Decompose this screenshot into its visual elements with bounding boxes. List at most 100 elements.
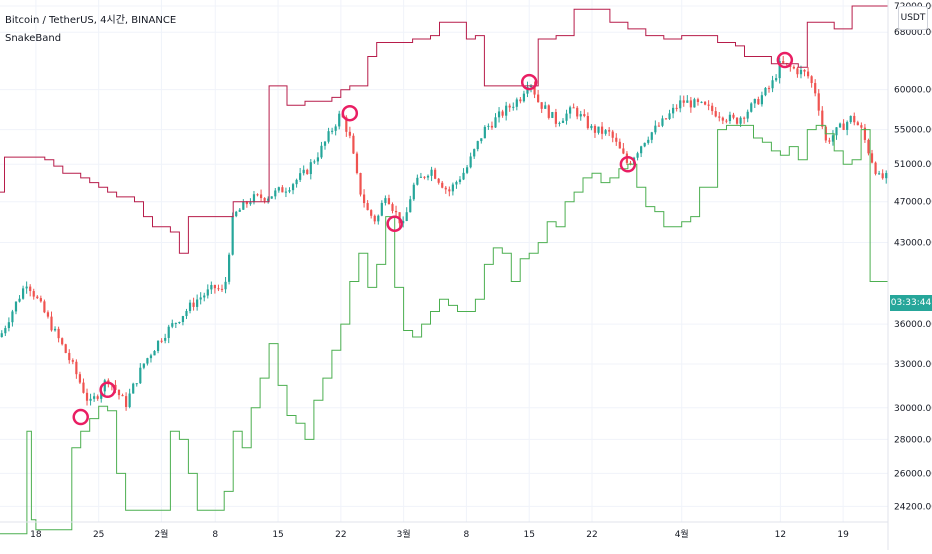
signal-circle-marker <box>619 155 637 173</box>
price-tick-label: 60000.00 <box>894 86 932 96</box>
upper-band-line <box>0 5 888 254</box>
candle-body <box>608 130 611 132</box>
candle-body <box>565 113 568 121</box>
candle-body <box>746 111 749 119</box>
candle-body <box>700 101 703 103</box>
time-tick-label: 19 <box>837 530 849 540</box>
candle-body <box>828 140 831 142</box>
price-tick-label: 24200.00 <box>894 502 932 512</box>
candle-body <box>764 87 767 96</box>
candle-body <box>402 221 405 224</box>
candle-body <box>441 182 444 188</box>
candle-body <box>796 68 799 75</box>
candle-body <box>362 194 366 204</box>
candle-body <box>874 162 877 174</box>
currency-badge[interactable]: USDT <box>898 6 928 30</box>
candle-body <box>238 209 241 212</box>
candle-body <box>881 173 884 179</box>
candle-body <box>547 105 550 118</box>
candle-body <box>661 118 664 126</box>
time-tick-label: 15 <box>523 530 534 540</box>
candle-body <box>352 135 355 154</box>
candle-body <box>430 169 433 176</box>
candle-body <box>263 198 266 201</box>
candle-body <box>359 173 362 195</box>
signal-circle-marker <box>99 381 116 399</box>
candle-body <box>728 114 732 122</box>
price-tick-label: 30000.00 <box>894 404 932 414</box>
candle-body <box>203 295 206 298</box>
candle-body <box>89 398 92 401</box>
candle-body <box>735 117 739 124</box>
candle-body <box>228 254 231 282</box>
price-tick-label: 28000.00 <box>894 435 932 445</box>
candle-body <box>838 123 842 128</box>
candle-body <box>693 99 696 108</box>
candle-body <box>192 302 195 307</box>
candles <box>0 55 888 411</box>
candle-body <box>615 137 618 142</box>
candle-body <box>224 281 227 290</box>
candle-body <box>458 179 462 182</box>
candle-body <box>654 125 657 133</box>
candle-body <box>792 66 795 69</box>
indicator-label[interactable]: SnakeBand <box>5 33 62 44</box>
candle-body <box>338 113 341 127</box>
symbol-title[interactable]: Bitcoin / TetherUS, 4시간, BINANCE <box>5 15 177 26</box>
candle-body <box>558 122 561 124</box>
candle-body <box>522 93 526 102</box>
signal-circle-marker <box>520 73 538 91</box>
candle-body <box>391 204 394 211</box>
candle-body <box>657 125 660 127</box>
candle-body <box>572 107 575 109</box>
candle-body <box>0 333 3 338</box>
candle-body <box>831 135 835 142</box>
candle-body <box>306 169 309 175</box>
time-tick-label: 22 <box>586 530 597 540</box>
candle-body <box>295 179 298 185</box>
candle-body <box>739 117 742 124</box>
candle-body <box>650 132 653 140</box>
candle-body <box>540 102 543 109</box>
price-tick-label: 26000.00 <box>894 469 932 479</box>
candle-body <box>267 198 270 201</box>
candle-body <box>508 105 511 108</box>
candle-body <box>384 198 387 203</box>
candle-body <box>725 120 728 122</box>
time-tick-label: 12 <box>775 530 786 540</box>
candle-body <box>867 139 870 154</box>
candle-body <box>672 107 675 114</box>
candle-body <box>636 153 639 158</box>
candle-body <box>412 184 415 200</box>
time-axis[interactable]: 18 25 2월 8 15 22 3월 8 15 22 4월 12 19 <box>30 528 849 540</box>
candle-body <box>629 162 632 164</box>
candle-body <box>586 116 589 129</box>
candle-body <box>32 291 35 297</box>
candle-body <box>245 201 248 205</box>
candle-body <box>444 187 447 190</box>
candle-body <box>576 107 579 117</box>
candle-body <box>497 111 501 118</box>
candle-body <box>345 117 348 132</box>
candle-body <box>11 311 14 323</box>
candle-body <box>313 161 316 163</box>
time-tick-label: 8 <box>212 530 218 540</box>
time-tick-label: 4월 <box>675 528 689 540</box>
candle-body <box>544 105 547 109</box>
candle-body <box>25 286 28 289</box>
candle-body <box>103 380 106 392</box>
candle-body <box>579 114 582 117</box>
countdown-price-tag: 03:33:44 <box>890 295 932 311</box>
candle-body <box>50 316 53 331</box>
price-axis[interactable]: 24200.00 26000.00 28000.00 30000.00 33000.00… <box>894 2 932 512</box>
candle-body <box>132 383 135 394</box>
candle-body <box>71 360 74 362</box>
candle-body <box>57 328 60 339</box>
candle-body <box>36 296 39 299</box>
grid <box>0 0 888 522</box>
price-tick-label: 51000.00 <box>894 160 932 170</box>
candle-body <box>78 374 82 383</box>
candle-body <box>526 87 529 94</box>
